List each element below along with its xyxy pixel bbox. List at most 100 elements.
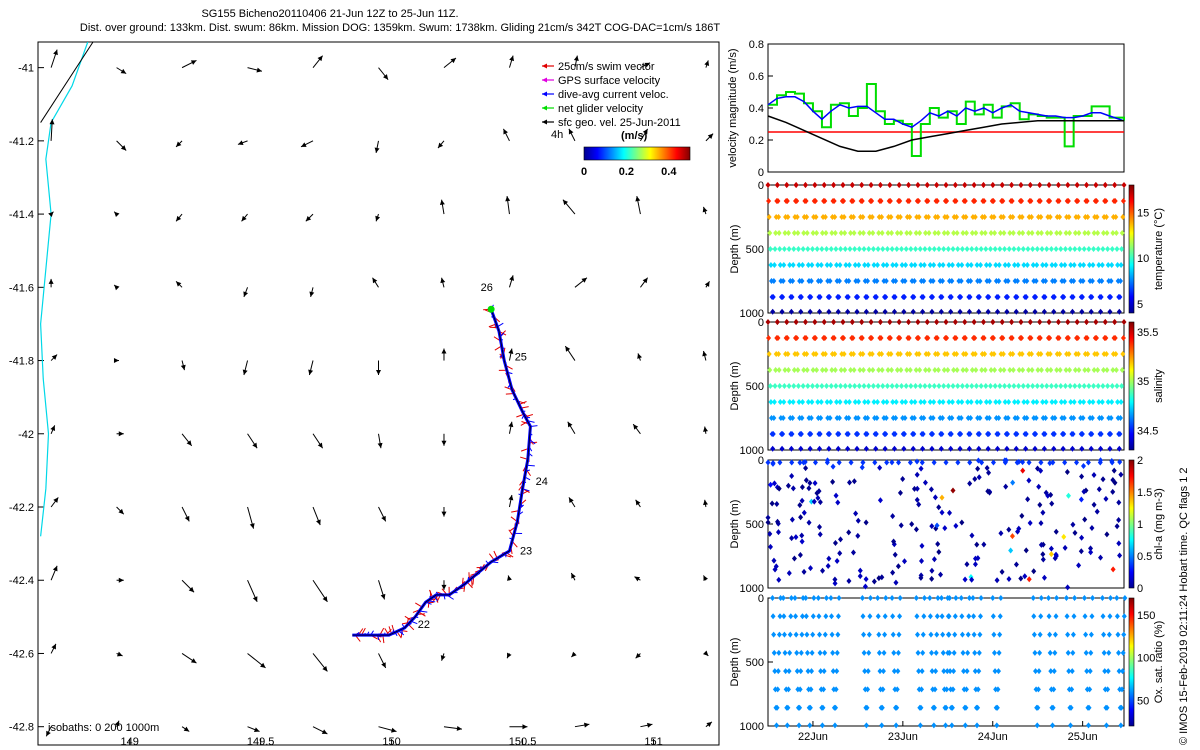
plot-subtitle: Dist. over ground: 133km. Dist. swum: 86… [79,22,721,34]
oxygen-sample [945,613,951,620]
chlorophyll-sample [812,480,818,487]
temperature-sample [1104,230,1110,236]
temperature-sample [1099,262,1105,268]
salinity-sample [929,445,935,452]
oxygen-sample [965,631,971,638]
oxygen-sample [918,704,924,711]
temperature-sample [1058,262,1064,268]
salinity-sample [852,399,858,405]
salinity-sample [865,415,871,421]
temperature-sample [826,308,832,315]
salinity-sample [845,445,851,452]
salinity-sample [1107,445,1113,452]
sfc-velocity-arrowhead [317,442,323,449]
oxygen-sample [1081,595,1087,601]
temperature-sample [1093,182,1099,188]
plot-title: SG155 Bicheno20110406 21-Jun 12Z to 25-J… [201,8,459,20]
temperature-sample [1013,308,1019,315]
oxygen-sample [1114,613,1120,620]
temperature-sample [838,246,844,252]
oxygen-sample [774,722,780,729]
temperature-sample [862,262,868,268]
chlorophyll-sample [975,555,981,562]
temperature-sample [904,230,910,236]
chlorophyll-sample [929,567,935,574]
oxygen-sample [1121,613,1127,620]
oxygen-sample [946,631,952,638]
chlorophyll-sample [801,568,807,575]
temperature-sample [958,294,964,300]
sfc-velocity-arrowhead [114,284,120,291]
legend-label: sfc geo. vel. 25-Jun-2011 [558,117,681,129]
map-xtick-label: 149 [120,736,138,748]
oxygen-sample [976,649,982,656]
temperature-sample [988,246,993,252]
salinity-sample [1102,319,1108,325]
temperature-sample [855,278,861,284]
salinity-sample [908,383,914,389]
temperature-sample [879,214,885,220]
sfc-velocity-arrowhead [242,369,248,375]
salinity-sample [790,415,796,421]
salinity-sample [898,367,904,373]
chlorophyll-sample [1019,512,1025,519]
temperature-sample [951,230,957,236]
chlorophyll-sample [830,478,836,485]
temperature-sample [1046,182,1052,188]
salinity-sample [880,399,886,405]
chlorophyll-sample [1080,463,1086,470]
oxygen-sample [933,668,939,675]
oxygen-sample [958,595,964,601]
chlorophyll-sample [877,497,883,504]
temperature-sample [915,198,921,204]
chlorophyll-sample [789,459,795,466]
oxygen-sample [865,686,871,693]
temperature-sample [1015,262,1021,268]
temperature-sample [935,230,941,236]
salinity-sample [1071,415,1077,421]
sfc-velocity-arrowhead [184,515,190,522]
oxygen-sample [951,668,957,675]
salinity-sample [1030,383,1036,389]
oxygen-sample [772,668,778,675]
salinity-sample [1072,367,1078,373]
oxygen-sample [774,704,780,711]
salinity-sample [899,383,904,389]
salinity-sample [959,383,965,389]
temperature-sample [982,214,988,220]
temperature-sample [802,182,808,188]
chlorophyll-sample [1116,516,1122,523]
chlorophyll-sample [773,563,779,570]
oxygen-sample [914,613,920,620]
salinity-sample [1053,383,1059,389]
chlorophyll-sample [981,541,987,548]
temperature-sample [788,308,794,315]
salinity-sample [859,335,865,341]
sfc-velocity-arrowhead [568,497,574,503]
salinity-sample [953,335,959,341]
oxygen-sample [784,722,790,729]
oxygen-sample [1119,686,1125,693]
sfc-velocity-arrowhead [581,277,587,283]
salinity-sample [1004,445,1010,452]
salinity-sample [935,351,941,357]
temperature-sample [887,182,893,188]
temperature-sample [875,246,881,252]
salinity-sample [835,445,841,452]
temperature-sample [964,246,970,252]
temperature-sample [808,278,814,284]
temperature-sample [836,278,842,284]
chlorophyll-sample [776,485,782,492]
oxygen-sample [875,613,881,620]
oxygen-sample [817,649,823,656]
temperature-sample [782,230,788,236]
temperature-sample [938,308,944,315]
chlorophyll-sample [1026,477,1032,484]
oxygen-sample [934,631,940,638]
oxygen-sample [877,668,883,675]
oxygen-sample [863,722,869,729]
oxygen-sample [941,668,947,675]
temperature-sample [845,294,851,300]
sfc-velocity-arrowhead [253,727,260,732]
oxygen-sample [879,704,885,711]
